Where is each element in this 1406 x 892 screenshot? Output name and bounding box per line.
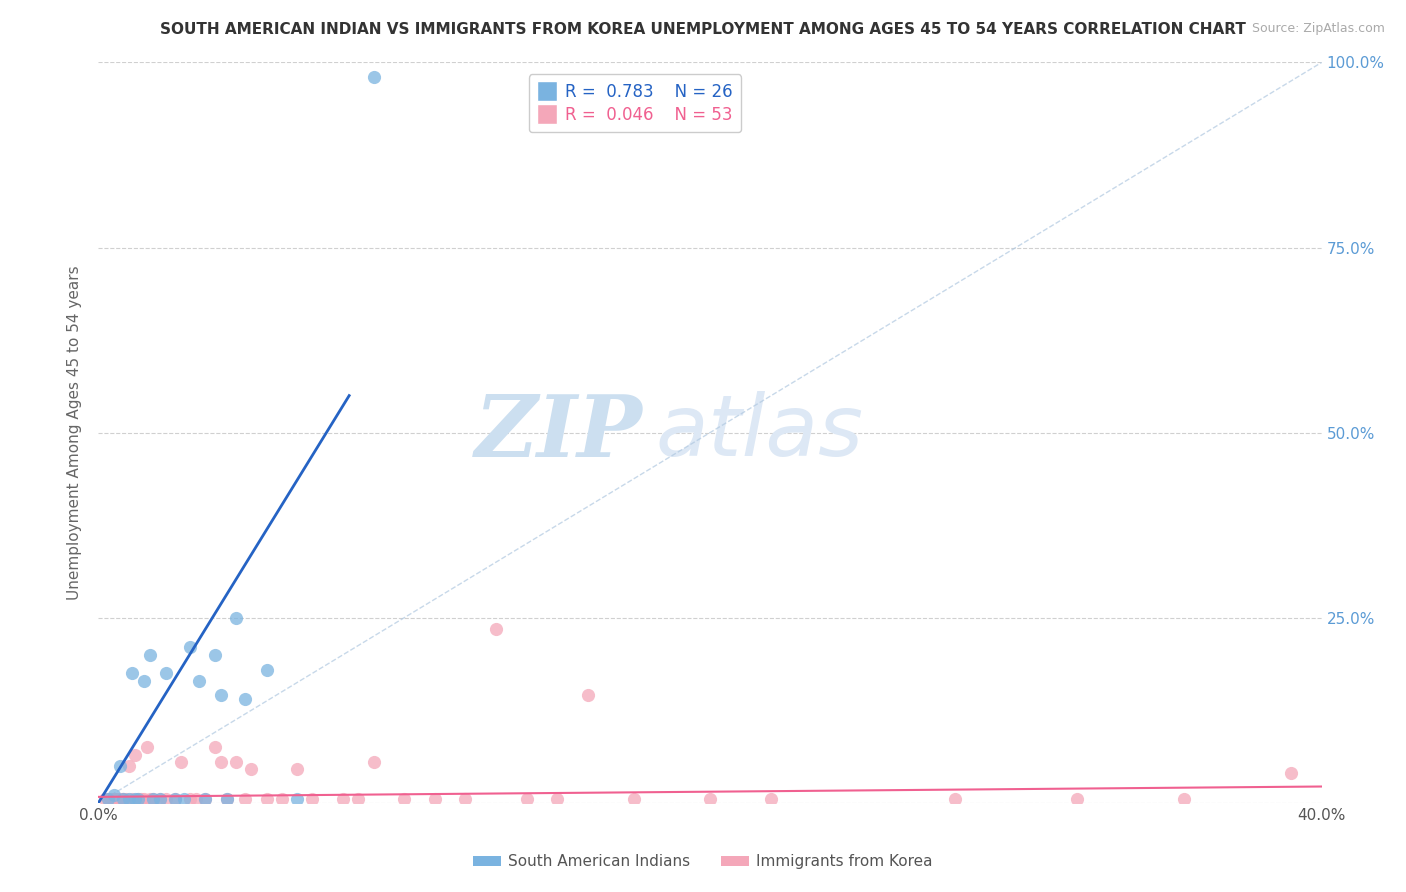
Point (363, 755, 385, 769)
Point (121, 666, 143, 681)
Point (423, 792, 446, 806)
Point (759, 792, 782, 806)
Point (108, 792, 131, 806)
Point (186, 792, 208, 806)
Point (134, 792, 156, 806)
Point (111, 792, 134, 806)
Point (149, 792, 172, 806)
Point (103, 792, 125, 806)
Point (285, 763, 308, 777)
Point (179, 640, 201, 655)
Point (204, 648, 226, 662)
Text: Source: ZipAtlas.com: Source: ZipAtlas.com (1251, 22, 1385, 36)
Point (215, 792, 238, 806)
Point (139, 648, 162, 662)
Point (270, 792, 292, 806)
Legend: South American Indians, Immigrants from Korea: South American Indians, Immigrants from … (467, 848, 939, 875)
Point (699, 792, 721, 806)
Point (209, 755, 232, 769)
Point (179, 792, 201, 806)
Point (118, 758, 141, 772)
Point (97, 792, 120, 806)
Point (124, 792, 146, 806)
Point (170, 755, 193, 769)
Point (124, 747, 146, 762)
Point (136, 740, 159, 755)
Point (127, 792, 149, 806)
Point (546, 792, 568, 806)
Point (163, 792, 186, 806)
Point (256, 663, 278, 677)
Point (209, 689, 232, 703)
Point (1173, 792, 1195, 806)
Point (576, 689, 599, 703)
Point (285, 792, 308, 806)
Point (111, 792, 134, 806)
Point (173, 792, 195, 806)
Point (97, 792, 120, 806)
Point (516, 792, 538, 806)
Point (485, 622, 508, 636)
Point (1066, 792, 1088, 806)
Point (240, 763, 263, 777)
Point (118, 792, 141, 806)
Text: SOUTH AMERICAN INDIAN VS IMMIGRANTS FROM KOREA UNEMPLOYMENT AMONG AGES 45 TO 54 : SOUTH AMERICAN INDIAN VS IMMIGRANTS FROM… (160, 22, 1246, 37)
Point (623, 792, 645, 806)
Point (93, 792, 115, 806)
Point (139, 792, 162, 806)
Point (194, 792, 217, 806)
Point (142, 792, 165, 806)
Point (363, 70, 385, 85)
Point (301, 792, 323, 806)
Point (347, 792, 370, 806)
Point (129, 792, 152, 806)
Legend: R =  0.783    N = 26, R =  0.046    N = 53: R = 0.783 N = 26, R = 0.046 N = 53 (529, 74, 741, 132)
Point (454, 792, 477, 806)
Point (121, 792, 143, 806)
Point (332, 792, 354, 806)
Point (194, 792, 217, 806)
Point (127, 792, 149, 806)
Point (215, 792, 238, 806)
Point (1279, 766, 1302, 780)
Point (233, 692, 256, 706)
Point (108, 758, 131, 772)
Point (115, 792, 138, 806)
Point (142, 792, 165, 806)
Point (233, 792, 256, 806)
Point (134, 673, 156, 688)
Point (225, 755, 247, 769)
Point (204, 740, 226, 755)
Point (111, 792, 134, 806)
Point (225, 611, 247, 625)
Point (163, 792, 186, 806)
Point (188, 673, 211, 688)
Point (100, 792, 122, 806)
Y-axis label: Unemployment Among Ages 45 to 54 years: Unemployment Among Ages 45 to 54 years (67, 265, 83, 600)
Point (256, 792, 278, 806)
Point (103, 792, 125, 806)
Point (149, 792, 172, 806)
Point (392, 792, 416, 806)
Text: ZIP: ZIP (475, 391, 643, 475)
Point (155, 792, 177, 806)
Point (943, 792, 966, 806)
Point (103, 789, 125, 803)
Text: atlas: atlas (655, 391, 863, 475)
Point (105, 792, 128, 806)
Point (155, 666, 177, 681)
